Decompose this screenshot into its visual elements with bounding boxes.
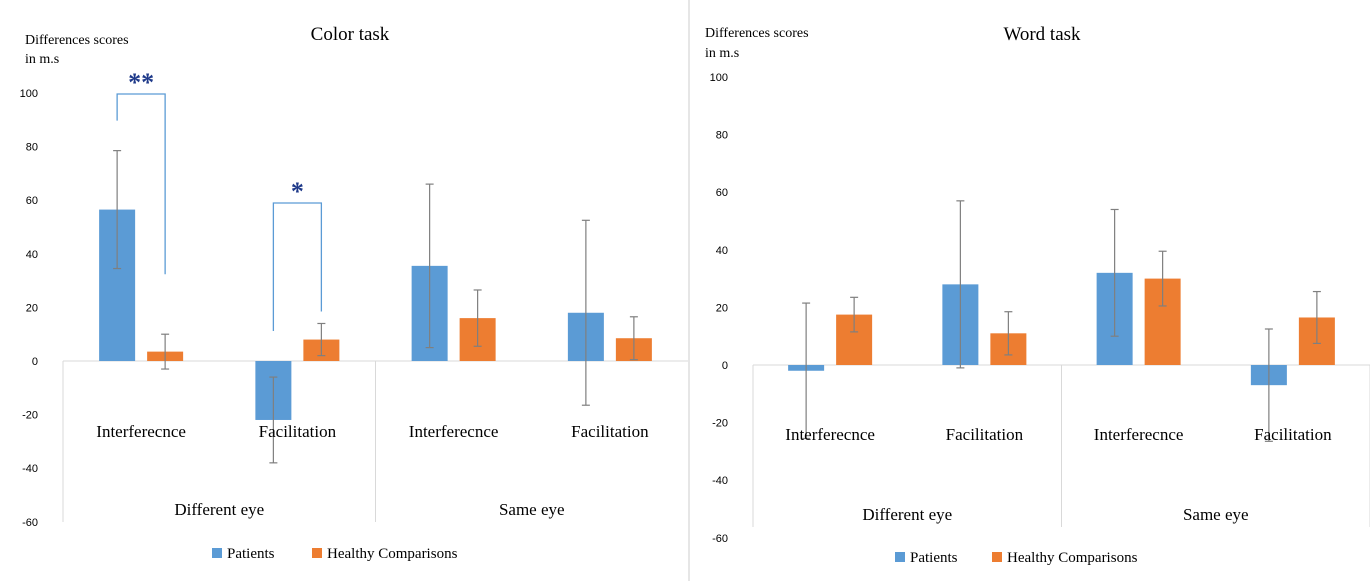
y-tick-label: 0 xyxy=(722,360,728,372)
significance-bracket xyxy=(272,202,323,331)
significance-marker: ** xyxy=(128,68,154,97)
legend-label: Patients xyxy=(910,550,958,566)
group-label: Different eye xyxy=(862,505,952,524)
legend-label: Healthy Comparisons xyxy=(327,546,458,562)
category-label: Facilitation xyxy=(571,422,649,441)
y-tick-label: 20 xyxy=(716,302,728,314)
color-task-chart: Color task Differences scores in m.s -60 -40… xyxy=(20,24,688,562)
y-axis-label-line: Differences scores xyxy=(25,33,129,48)
y-tick-label: 20 xyxy=(26,302,38,314)
y-tick-label: 100 xyxy=(20,88,38,100)
category-label: Facilitation xyxy=(946,425,1024,444)
panel-divider xyxy=(688,0,690,581)
category-label: Interferecnce xyxy=(96,422,186,441)
y-tick-label: -60 xyxy=(712,533,728,545)
group-label: Same eye xyxy=(1183,505,1249,524)
word-task-panel: Word task Differences scores in m.s -60 -40 -… xyxy=(690,0,1370,581)
category-label: Facilitation xyxy=(259,422,337,441)
group-label: Same eye xyxy=(499,500,565,519)
y-tick-label: -20 xyxy=(22,410,38,422)
legend-swatch-healthy-comparisons xyxy=(312,548,322,558)
y-tick-label: 60 xyxy=(716,187,728,199)
significance-bracket xyxy=(116,93,166,275)
category-label: Interferecnce xyxy=(409,422,499,441)
y-axis-label-line: in m.s xyxy=(705,46,739,61)
legend-label: Patients xyxy=(227,546,275,562)
y-tick-label: 40 xyxy=(26,249,38,261)
y-tick-label: 100 xyxy=(710,72,728,84)
y-tick-label: 60 xyxy=(26,195,38,207)
legend-swatch-patients xyxy=(895,552,905,562)
y-axis-label-line: in m.s xyxy=(25,52,59,67)
legend-swatch-healthy-comparisons xyxy=(992,552,1002,562)
word-task-chart: Word task Differences scores in m.s -60 -40 -… xyxy=(705,24,1370,566)
y-tick-label: 80 xyxy=(26,142,38,154)
y-tick-label: -40 xyxy=(22,463,38,475)
color-task-panel: Color task Differences scores in m.s -60 -40… xyxy=(20,24,688,562)
category-label: Interferecnce xyxy=(785,425,875,444)
y-tick-label: -40 xyxy=(712,475,728,487)
chart-title: Word task xyxy=(1003,24,1081,45)
category-label: Facilitation xyxy=(1254,425,1332,444)
category-label: Interferecnce xyxy=(1094,425,1184,444)
legend-swatch-patients xyxy=(212,548,222,558)
y-tick-label: -20 xyxy=(712,418,728,430)
y-tick-label: 80 xyxy=(716,130,728,142)
y-axis-label-line: Differences scores xyxy=(705,26,809,41)
legend-label: Healthy Comparisons xyxy=(1007,550,1138,566)
group-label: Different eye xyxy=(174,500,264,519)
y-tick-label: -60 xyxy=(22,517,38,529)
y-tick-label: 40 xyxy=(716,245,728,257)
chart-title: Color task xyxy=(311,24,390,45)
significance-marker: * xyxy=(291,177,304,206)
y-tick-label: 0 xyxy=(32,356,38,368)
